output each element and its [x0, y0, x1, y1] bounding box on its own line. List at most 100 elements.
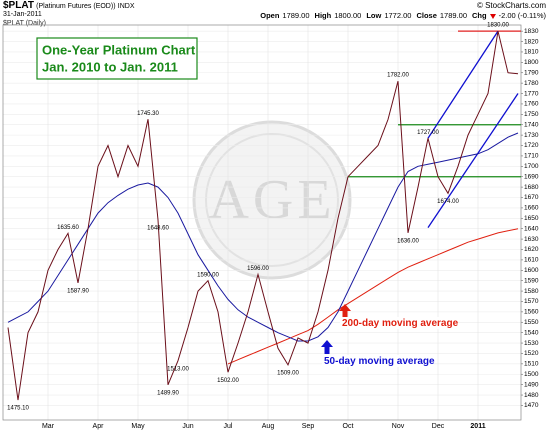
- value-label: 1509.00: [277, 370, 299, 376]
- series-annotation: 200-day moving average: [342, 318, 459, 329]
- y-tick-label: 1510: [524, 361, 539, 368]
- y-tick-label: 1490: [524, 381, 539, 388]
- quote-value: 1772.00: [384, 11, 412, 20]
- x-tick-label: Oct: [343, 423, 354, 430]
- y-tick-label: 1730: [524, 132, 539, 139]
- value-label: 1674.00: [437, 199, 459, 205]
- arrow-50: [321, 340, 333, 354]
- y-tick-label: 1710: [524, 153, 539, 160]
- value-label: 1830.00: [487, 23, 509, 29]
- x-tick-label: Nov: [392, 423, 405, 430]
- y-tick-label: 1780: [524, 80, 539, 87]
- quote-value: 1789.00: [282, 11, 310, 20]
- y-tick-label: 1760: [524, 101, 539, 108]
- value-label: 1587.90: [67, 288, 89, 294]
- y-tick-label: 1470: [524, 402, 539, 409]
- quote-label: Open: [260, 11, 280, 20]
- y-tick-label: 1560: [524, 309, 539, 316]
- symbol-line: $PLAT (Platinum Futures (EOD)) INDX: [3, 0, 135, 11]
- y-tick-label: 1680: [524, 184, 539, 191]
- y-tick-label: 1700: [524, 163, 539, 170]
- watermark-ring: [205, 133, 339, 267]
- exchange: INDX: [117, 3, 135, 10]
- quote-label: High: [314, 11, 332, 20]
- trend-line: [427, 30, 499, 139]
- quote-value: -2.00 (-0.11%): [498, 11, 546, 20]
- y-tick-label: 1810: [524, 49, 539, 56]
- value-label: 1590.00: [197, 272, 219, 278]
- quote-label: Chg: [472, 11, 487, 20]
- series-line: [7, 31, 519, 401]
- chart-label: $PLAT (Daily): [3, 20, 46, 27]
- arrow-200: [339, 304, 351, 318]
- y-tick-label: 1660: [524, 205, 539, 212]
- x-tick-label: 2011: [470, 423, 485, 430]
- x-tick-label: Jul: [224, 423, 233, 430]
- chart-subtitle: Jan. 2010 to Jan. 2011: [42, 59, 178, 74]
- date: 31-Jan-2011: [3, 11, 42, 18]
- y-tick-label: 1480: [524, 392, 539, 399]
- x-tick-label: Apr: [93, 423, 105, 430]
- x-tick-label: Dec: [432, 423, 445, 430]
- y-tick-label: 1580: [524, 288, 539, 295]
- y-tick-label: 1610: [524, 257, 539, 264]
- value-label: 1782.00: [387, 73, 409, 79]
- trend-line: [427, 93, 519, 229]
- x-tick-label: Aug: [262, 423, 275, 430]
- value-label: 1648.60: [147, 225, 169, 231]
- value-label: 1636.00: [397, 238, 419, 244]
- label-bg: [322, 355, 434, 367]
- value-label: 1489.90: [157, 390, 179, 396]
- y-tick-label: 1790: [524, 69, 539, 76]
- y-tick-label: 1720: [524, 142, 539, 149]
- plot-frame: [2, 24, 522, 421]
- quote-label: Close: [416, 11, 437, 20]
- x-tick-label: Sep: [302, 423, 315, 430]
- value-label: 1475.10: [7, 406, 29, 412]
- quote-value: 1800.00: [334, 11, 362, 20]
- chart-title: One-Year Platinum Chart: [42, 42, 196, 57]
- y-tick-label: 1570: [524, 298, 539, 305]
- y-tick-label: 1740: [524, 121, 539, 128]
- y-tick-label: 1520: [524, 350, 539, 357]
- y-tick-label: 1650: [524, 215, 539, 222]
- y-tick-label: 1800: [524, 59, 539, 66]
- y-tick-label: 1770: [524, 90, 539, 97]
- x-tick-label: Mar: [42, 423, 55, 430]
- y-tick-label: 1500: [524, 371, 539, 378]
- y-tick-label: 1540: [524, 329, 539, 336]
- title-box: [36, 37, 198, 80]
- y-tick-label: 1630: [524, 236, 539, 243]
- y-tick-label: 1830: [524, 28, 539, 35]
- value-label: 1596.00: [247, 266, 269, 272]
- series-annotation: 50-day moving average: [324, 356, 435, 367]
- value-label: 1727.00: [417, 130, 439, 136]
- y-tick-label: 1670: [524, 194, 539, 201]
- value-label: 1745.30: [137, 111, 159, 117]
- symbol: $PLAT: [3, 0, 34, 11]
- value-label: 1513.00: [167, 366, 189, 372]
- value-label: 1502.00: [217, 378, 239, 384]
- y-tick-label: 1820: [524, 38, 539, 45]
- quote: Open 1789.00 High 1800.00 Low 1772.00 Close 178…: [260, 11, 546, 20]
- y-tick-label: 1620: [524, 246, 539, 253]
- y-tick-label: 1640: [524, 225, 539, 232]
- down-triangle: [489, 13, 496, 19]
- y-tick-label: 1590: [524, 277, 539, 284]
- y-tick-label: 1750: [524, 111, 539, 118]
- watermark-text: AGE: [208, 169, 335, 231]
- y-tick-label: 1600: [524, 267, 539, 274]
- quote-label: Low: [366, 11, 382, 20]
- source: © StockCharts.com: [476, 1, 546, 10]
- instrument-name: (Platinum Futures (EOD)): [36, 3, 116, 10]
- x-tick-label: May: [131, 423, 145, 430]
- x-tick-label: Jun: [182, 423, 193, 430]
- quote-value: 1789.00: [439, 11, 468, 20]
- label-bg: [340, 317, 458, 329]
- value-label: 1635.60: [57, 225, 79, 231]
- series-line: [7, 132, 519, 342]
- y-tick-label: 1550: [524, 319, 539, 326]
- y-tick-label: 1690: [524, 173, 539, 180]
